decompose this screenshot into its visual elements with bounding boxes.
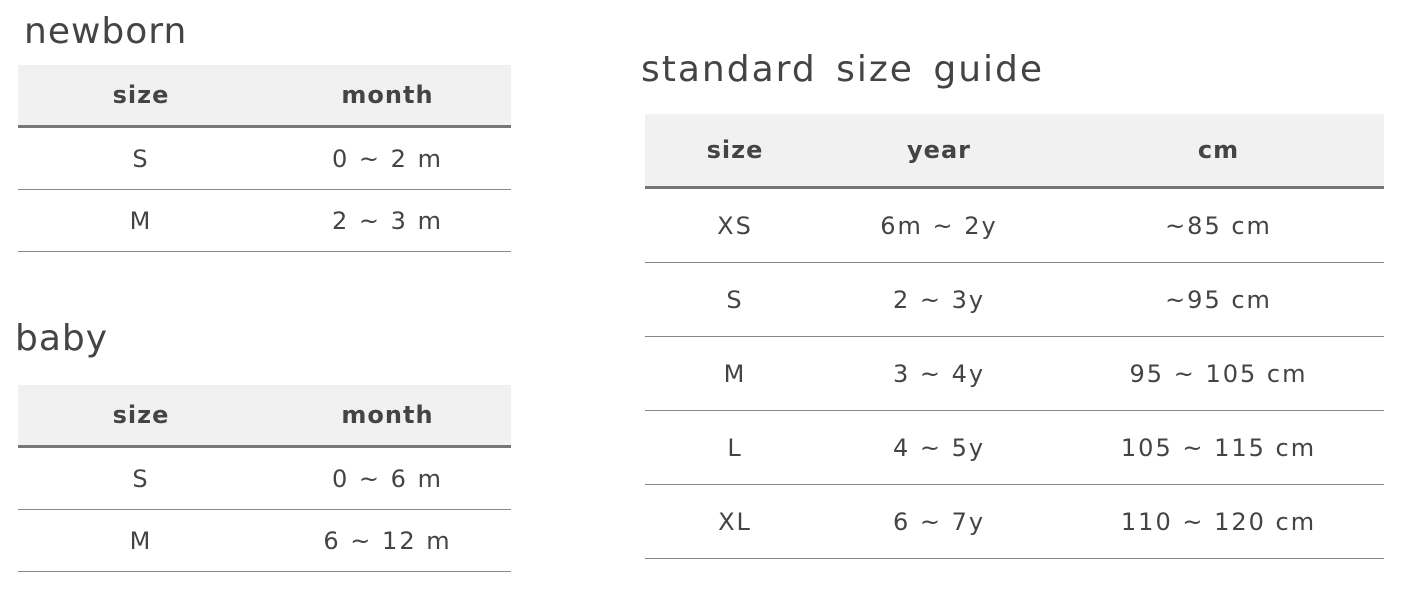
cell-size: L xyxy=(645,410,825,485)
cell-size: M xyxy=(645,336,825,411)
cell-cm: ~85 cm xyxy=(1053,187,1384,263)
cell-size: M xyxy=(18,189,264,252)
header-month: month xyxy=(264,385,511,448)
table-header-row: size month xyxy=(18,385,511,448)
cell-year: 4 ~ 5y xyxy=(825,410,1053,485)
cell-month: 0 ~ 6 m xyxy=(264,446,511,510)
cell-year: 3 ~ 4y xyxy=(825,336,1053,411)
cell-cm: ~95 cm xyxy=(1053,262,1384,337)
table-row: XS 6m ~ 2y ~85 cm xyxy=(645,187,1384,263)
cell-month: 6 ~ 12 m xyxy=(264,509,511,572)
table-header-row: size year cm xyxy=(645,114,1384,189)
cell-cm: 110 ~ 120 cm xyxy=(1053,484,1384,559)
cell-size: XS xyxy=(645,187,825,263)
cell-size: XL xyxy=(645,484,825,559)
header-size: size xyxy=(18,385,264,448)
cell-month: 2 ~ 3 m xyxy=(264,189,511,252)
header-month: month xyxy=(264,65,511,128)
cell-year: 2 ~ 3y xyxy=(825,262,1053,337)
header-size: size xyxy=(645,114,825,189)
cell-size: M xyxy=(18,509,264,572)
header-size: size xyxy=(18,65,264,128)
cell-size: S xyxy=(645,262,825,337)
header-year: year xyxy=(825,114,1053,189)
cell-cm: 105 ~ 115 cm xyxy=(1053,410,1384,485)
table-row: XL 6 ~ 7y 110 ~ 120 cm xyxy=(645,484,1384,559)
cell-year: 6 ~ 7y xyxy=(825,484,1053,559)
standard-size-guide-title: standard size guide xyxy=(641,49,1045,90)
cell-size: S xyxy=(18,446,264,510)
cell-cm: 95 ~ 105 cm xyxy=(1053,336,1384,411)
cell-month: 0 ~ 2 m xyxy=(264,126,511,190)
cell-year: 6m ~ 2y xyxy=(825,187,1053,263)
newborn-title: newborn xyxy=(24,11,188,52)
header-cm: cm xyxy=(1053,114,1384,189)
baby-title: baby xyxy=(15,318,109,359)
table-header-row: size month xyxy=(18,65,511,128)
cell-size: S xyxy=(18,126,264,190)
